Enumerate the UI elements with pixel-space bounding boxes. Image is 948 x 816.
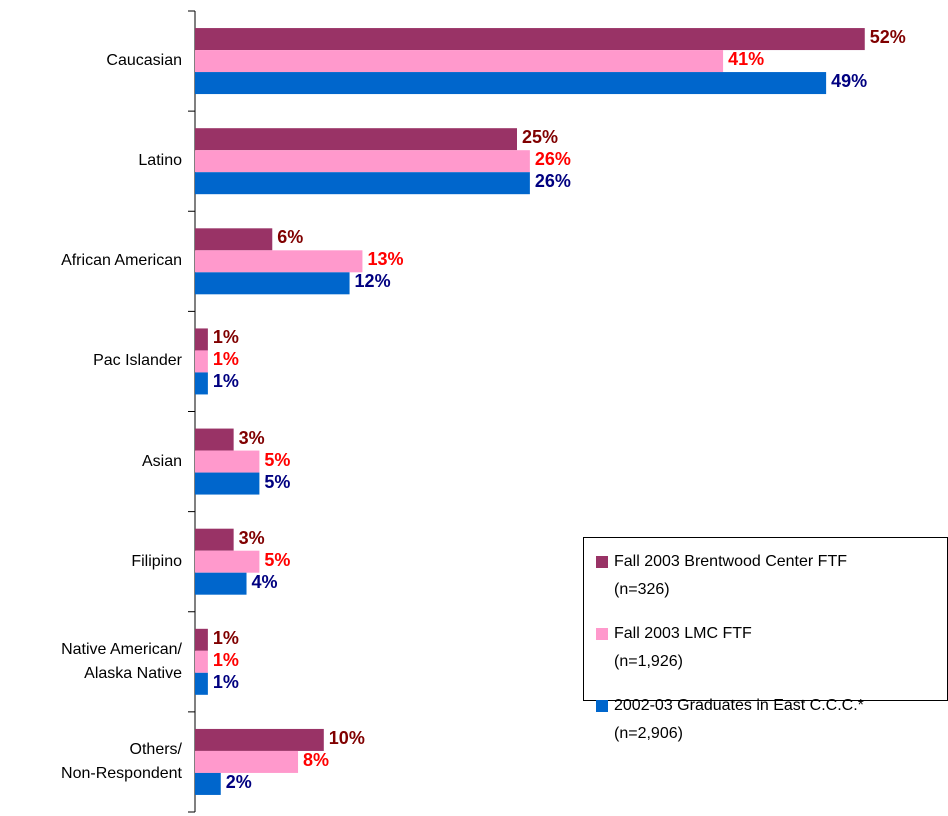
legend-entry: Fall 2003 LMC FTF (n=1,926) bbox=[596, 620, 752, 676]
value-label: 5% bbox=[264, 471, 291, 492]
bar bbox=[195, 450, 260, 473]
legend: Fall 2003 Brentwood Center FTF (n=326) Fa… bbox=[583, 537, 948, 742]
value-label: 26% bbox=[534, 149, 571, 170]
bar bbox=[195, 572, 247, 595]
value-label: 49% bbox=[831, 71, 868, 92]
legend-swatch bbox=[596, 556, 608, 568]
bar bbox=[195, 550, 260, 573]
legend-label: Fall 2003 LMC FTF (n=1,926) bbox=[614, 625, 752, 670]
value-label: 8% bbox=[303, 749, 330, 770]
value-label: 4% bbox=[251, 571, 278, 592]
category-label: Others/ Non-Respondent bbox=[61, 740, 182, 782]
legend-label: 2002-03 Graduates in East C.C.C.* (n=2,9… bbox=[614, 697, 864, 742]
legend-label: Fall 2003 Brentwood Center FTF (n=326) bbox=[614, 553, 847, 598]
value-label: 26% bbox=[534, 171, 571, 192]
bar bbox=[195, 150, 530, 173]
value-label: 25% bbox=[522, 127, 559, 148]
value-label: 1% bbox=[212, 627, 239, 648]
value-label: 52% bbox=[869, 27, 906, 48]
bar bbox=[195, 28, 865, 51]
value-label: 1% bbox=[212, 349, 239, 370]
bar bbox=[195, 272, 350, 295]
bar bbox=[195, 228, 273, 251]
category-label: Native American/ Alaska Native bbox=[61, 640, 182, 682]
bar bbox=[195, 350, 208, 373]
value-label: 2% bbox=[225, 771, 252, 792]
value-label: 5% bbox=[264, 449, 291, 470]
bar bbox=[195, 672, 208, 695]
legend-entry: Fall 2003 Brentwood Center FTF (n=326) bbox=[596, 548, 847, 604]
bar bbox=[195, 728, 324, 751]
value-label: 1% bbox=[212, 649, 239, 670]
bar bbox=[195, 528, 234, 551]
legend-entry: 2002-03 Graduates in East C.C.C.* (n=2,9… bbox=[596, 692, 864, 748]
value-label: 12% bbox=[354, 271, 391, 292]
value-label: 10% bbox=[328, 727, 365, 748]
category-label: Asian bbox=[141, 452, 182, 470]
value-label: 1% bbox=[212, 371, 239, 392]
value-label: 3% bbox=[238, 427, 265, 448]
category-label: Pac Islander bbox=[93, 352, 182, 370]
value-label: 5% bbox=[264, 549, 291, 570]
bar bbox=[195, 772, 221, 795]
bar bbox=[195, 172, 530, 195]
legend-swatch bbox=[596, 700, 608, 712]
bar bbox=[195, 650, 208, 673]
value-label: 41% bbox=[728, 49, 765, 70]
bar bbox=[195, 372, 208, 395]
value-label: 6% bbox=[277, 227, 304, 248]
bar bbox=[195, 750, 299, 773]
category-label: African American bbox=[61, 252, 182, 270]
bar bbox=[195, 250, 363, 273]
category-label: Filipino bbox=[131, 552, 182, 570]
value-label: 13% bbox=[367, 249, 404, 270]
category-label: Caucasian bbox=[106, 52, 182, 70]
bar bbox=[195, 428, 234, 451]
bar bbox=[195, 328, 208, 351]
bar bbox=[195, 628, 208, 651]
bar bbox=[195, 472, 260, 495]
value-label: 1% bbox=[212, 671, 239, 692]
bar bbox=[195, 50, 724, 73]
bar bbox=[195, 72, 827, 95]
category-label: Latino bbox=[138, 152, 182, 170]
legend-swatch bbox=[596, 628, 608, 640]
value-label: 1% bbox=[212, 327, 239, 348]
value-label: 3% bbox=[238, 527, 265, 548]
bar bbox=[195, 128, 517, 151]
